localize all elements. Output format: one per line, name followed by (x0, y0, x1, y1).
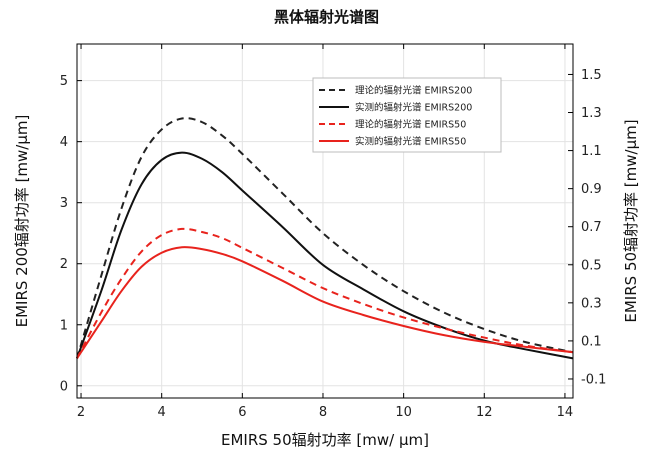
x-tick-label: 2 (77, 405, 85, 420)
y-right-tick-label: 0.7 (581, 220, 602, 235)
y-right-tick-label: 0.3 (581, 296, 602, 311)
y-right-tick-label: 0.9 (581, 182, 602, 197)
y-axis-left-label: EMIRS 200辐射功率 [mw/µm] (13, 115, 31, 328)
legend-label-2: 实测的辐射光谱 EMIRS200 (355, 102, 472, 114)
x-tick-label: 10 (395, 405, 412, 420)
x-tick-label: 4 (158, 405, 166, 420)
y-left-tick-label: 0 (60, 379, 68, 394)
y-right-tick-label: 0.1 (581, 334, 602, 349)
legend-label-4: 实测的辐射光谱 EMIRS50 (355, 136, 466, 148)
x-tick-label: 14 (557, 405, 574, 420)
y-right-tick-label: -0.1 (581, 372, 606, 387)
y-right-tick-label: 1.1 (581, 144, 602, 159)
axis-ticks: 2 4 6 8 10 12 14012345-0.10.10.30.50.70.91.11.… (60, 44, 606, 420)
legend: 理论的辐射光谱 EMIRS200 实测的辐射光谱 EMIRS200 理论的辐射光谱 … (312, 77, 502, 153)
y-left-tick-label: 5 (60, 74, 68, 89)
series-line-1 (76, 117, 574, 359)
y-right-tick-label: 1.5 (581, 68, 602, 83)
chart-title: 黑体辐射光谱图 (274, 8, 379, 26)
x-axis-label: EMIRS 50辐射功率 [mw/ µm] (221, 431, 429, 449)
series-line-4 (76, 246, 574, 359)
y-right-tick-label: 1.3 (581, 106, 602, 121)
x-tick-label: 12 (476, 405, 493, 420)
x-tick-label: 6 (238, 405, 246, 420)
series-layer (76, 117, 574, 360)
series-line-2 (76, 151, 574, 360)
plot-frame (76, 43, 574, 399)
y-left-tick-label: 1 (60, 318, 68, 333)
y-right-tick-label: 0.5 (581, 258, 602, 273)
y-left-tick-label: 3 (60, 196, 68, 211)
y-axis-right-label: EMIRS 50辐射功率 [mw/µm] (622, 119, 640, 322)
y-left-tick-label: 2 (60, 257, 68, 272)
y-left-tick-label: 4 (60, 135, 68, 150)
legend-label-3: 理论的辐射光谱 EMIRS50 (355, 119, 466, 131)
x-tick-label: 8 (319, 405, 327, 420)
legend-label-1: 理论的辐射光谱 EMIRS200 (355, 85, 472, 97)
series-line-3 (76, 227, 574, 359)
